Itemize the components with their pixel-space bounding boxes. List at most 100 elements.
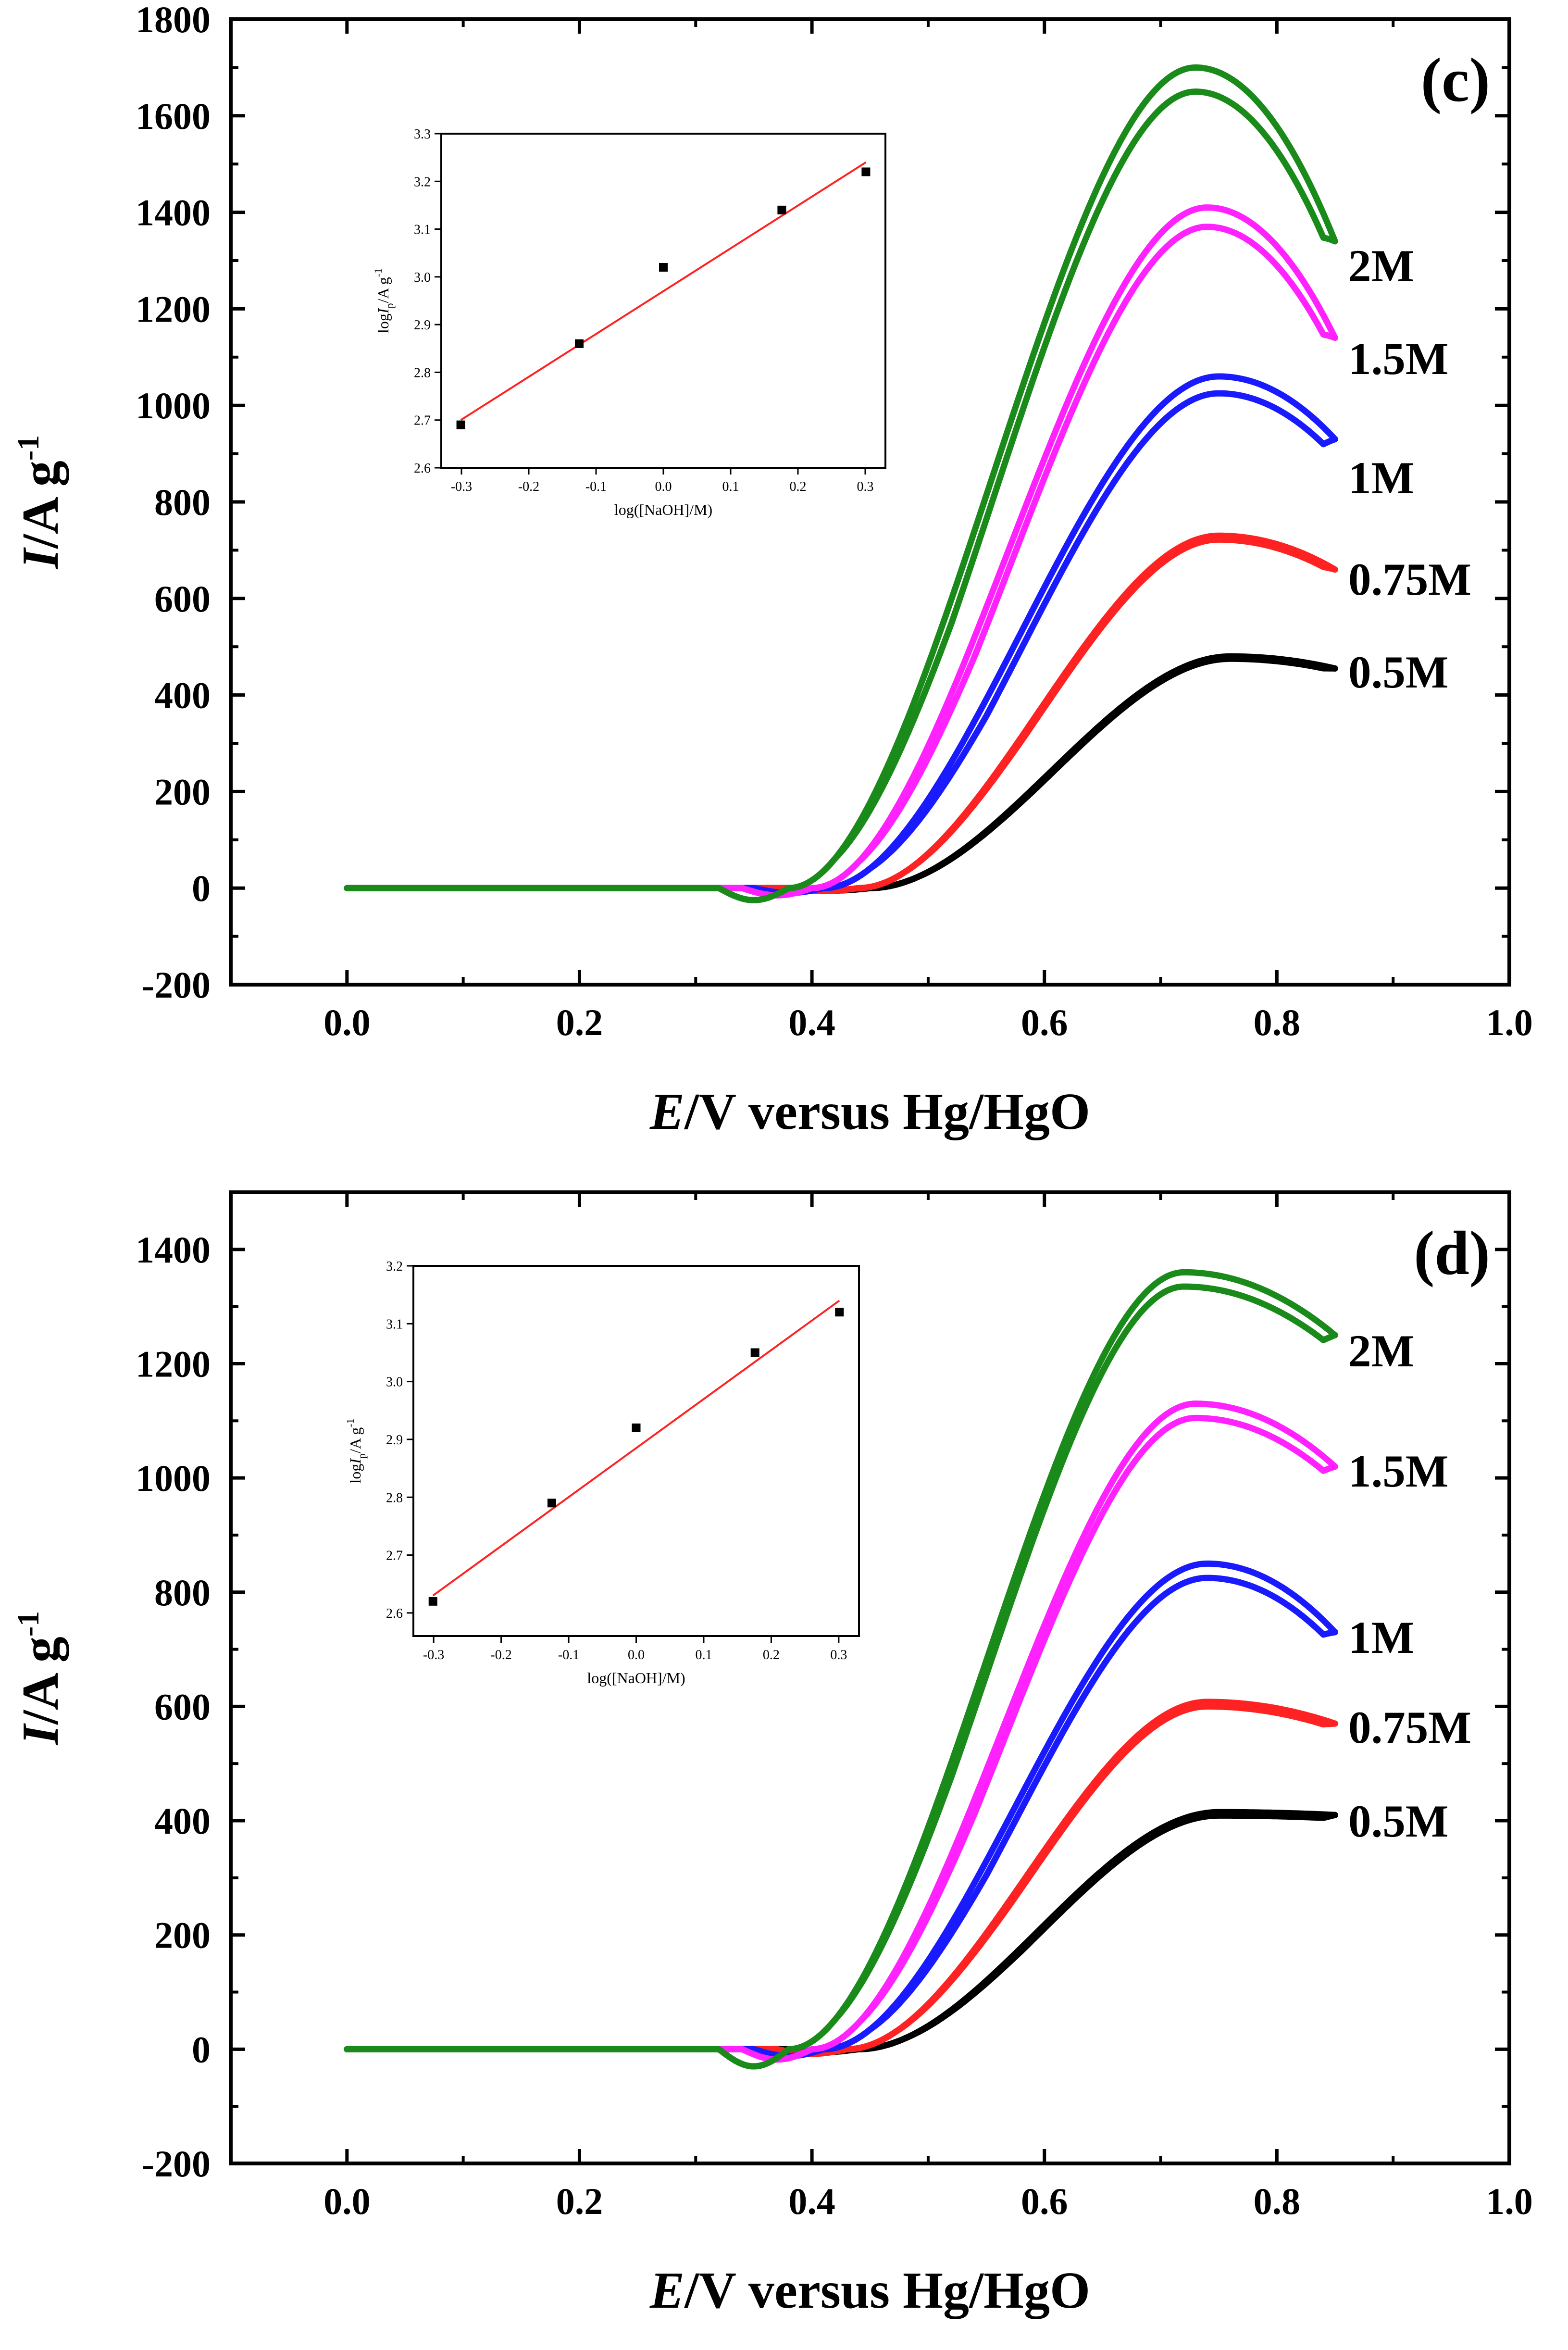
inset-y-tick-label: 2.6 — [414, 461, 431, 476]
x-axis-title-symbol: E — [649, 1083, 684, 1140]
inset-y-axis-title-subscript: p — [356, 1453, 368, 1459]
inset-frame — [440, 133, 886, 469]
inset-data-point — [456, 420, 465, 429]
inset-y-axis-title-symbol: I — [347, 1458, 364, 1464]
inset-frame — [412, 1265, 860, 1637]
inset-data-point — [750, 1348, 759, 1357]
y-axis-title-superscript: -1 — [11, 435, 45, 461]
y-axis-title-text: /A g — [12, 461, 69, 550]
inset-x-tick-label: -0.3 — [423, 1648, 444, 1662]
inset-y-tick-label: 2.6 — [386, 1606, 403, 1621]
x-tick-label: 0.8 — [1254, 2180, 1301, 2222]
inset-y-axis-title-symbol: I — [374, 308, 392, 314]
inset-y-tick-label: 3.1 — [386, 1317, 403, 1332]
inset-y-axis-title-subscript: p — [384, 303, 396, 309]
y-tick-label: -200 — [142, 2143, 211, 2185]
inset-y-axis-title-text: /A g — [347, 1427, 364, 1453]
inset-y-tick-label: 3.0 — [386, 1375, 403, 1390]
inset-y-tick-label: 2.8 — [414, 365, 431, 380]
inset-x-tick-label: -0.2 — [490, 1648, 511, 1662]
series-0.75M-reverse-scan — [692, 536, 1338, 894]
series-label: 1M — [1348, 1612, 1414, 1663]
series-label: 2M — [1348, 1325, 1414, 1376]
y-tick-label: 1200 — [136, 1343, 211, 1385]
inset-y-axis-title: logIp/A g-1 — [344, 1418, 368, 1483]
inset-data-point — [575, 339, 584, 348]
inset-x-tick-label: 0.3 — [857, 479, 874, 494]
inset-y-tick-label: 2.9 — [386, 1433, 403, 1448]
inset-data-point — [777, 205, 786, 214]
series-label: 0.75M — [1348, 554, 1471, 605]
inset-y-axis-title-superscript: -1 — [344, 1418, 356, 1427]
inset-data-point — [428, 1597, 437, 1606]
inset-x-tick-label: 0.2 — [790, 479, 807, 494]
y-tick-label: 1000 — [136, 385, 211, 426]
inset-y-tick-label: 2.8 — [386, 1490, 403, 1505]
y-tick-label: 800 — [154, 1572, 211, 1613]
y-tick-label: 400 — [154, 675, 211, 716]
inset-plot: -0.3 -0.2 -0.1 0.0 0.1 0.2 0.3 2.6 2.7 2.8 2.9 3.0 3… — [372, 127, 886, 518]
panel-label: (d) — [1414, 1219, 1490, 1288]
x-axis-title-text: /V versus Hg/HgO — [684, 1083, 1090, 1140]
y-tick-label: 400 — [154, 1800, 211, 1842]
y-axis-title: I/A g-1 — [11, 435, 69, 570]
y-tick-label: 1200 — [136, 288, 211, 330]
panel-1: 0.0 0.2 0.4 0.6 0.8 1.0 -200 0 200 400 600 800 1000 1… — [11, 1190, 1533, 2319]
y-tick-label: 1400 — [136, 192, 211, 234]
series-2M-reverse-scan — [692, 1283, 1338, 2070]
x-axis-title: E/V versus Hg/HgO — [649, 2262, 1090, 2319]
inset-y-tick-label: 2.9 — [414, 318, 431, 333]
inset-x-tick-label: 0.2 — [763, 1648, 780, 1662]
inset-x-tick-label: 0.1 — [722, 479, 739, 494]
inset-x-tick-label: -0.3 — [451, 479, 472, 494]
x-tick-label: 0.4 — [788, 1001, 835, 1043]
y-tick-label: 1000 — [136, 1457, 211, 1499]
inset-x-axis-title: log([NaOH]/M) — [587, 1669, 685, 1687]
x-axis-title-symbol: E — [649, 2262, 684, 2319]
x-tick-label: 0.8 — [1254, 1001, 1301, 1043]
series-label: 2M — [1348, 240, 1414, 291]
x-axis-title-text: /V versus Hg/HgO — [684, 2262, 1090, 2319]
inset-y-tick-label: 3.2 — [386, 1259, 403, 1274]
inset-y-tick-label: 3.1 — [414, 223, 431, 238]
inset-fit-line — [432, 1300, 840, 1597]
inset-y-tick-label: 3.2 — [414, 175, 431, 189]
y-axis-title: I/A g-1 — [11, 1611, 69, 1746]
inset-y-axis-title-superscript: -1 — [372, 268, 384, 277]
x-tick-label: 0.2 — [556, 2180, 603, 2222]
y-axis-title-text: /A g — [12, 1637, 69, 1725]
series-label: 1.5M — [1348, 333, 1448, 384]
inset-y-tick-label: 2.7 — [414, 413, 431, 428]
inset-fit-line — [460, 161, 867, 421]
series-2M-reverse-scan — [692, 88, 1338, 903]
inset-y-tick-label: 2.7 — [386, 1549, 403, 1563]
inset-x-tick-label: -0.1 — [585, 479, 607, 494]
series-label: 0.5M — [1348, 647, 1448, 698]
x-tick-label: 0.2 — [556, 1001, 603, 1043]
x-tick-label: 1.0 — [1486, 2180, 1533, 2222]
inset-data-point — [835, 1308, 844, 1317]
y-tick-label: 800 — [154, 481, 211, 523]
x-tick-label: 0.6 — [1021, 1001, 1068, 1043]
y-tick-label: -200 — [142, 964, 211, 1006]
series-0.5M-reverse-scan — [692, 655, 1338, 894]
y-tick-label: 1800 — [136, 0, 211, 40]
inset-data-point — [632, 1423, 641, 1432]
panel-0: 0.0 0.2 0.4 0.6 0.8 1.0 -200 0 200 400 600 800 1000 1… — [11, 0, 1533, 1140]
inset-y-tick-label: 3.0 — [414, 270, 431, 285]
y-tick-label: 0 — [192, 2028, 211, 2070]
plot-frame — [229, 1190, 1511, 2165]
y-tick-label: 1600 — [136, 95, 211, 137]
inset-x-tick-label: 0.0 — [655, 479, 672, 494]
series-label: 0.5M — [1348, 1796, 1448, 1847]
series-label: 0.75M — [1348, 1702, 1471, 1753]
series-0.75M-forward-scan — [344, 532, 1338, 894]
series-1.5M-reverse-scan — [692, 224, 1338, 899]
inset-y-axis-title: logIp/A g-1 — [372, 268, 396, 333]
inset-x-axis-title: log([NaOH]/M) — [614, 501, 712, 518]
inset-data-point — [659, 263, 668, 272]
inset-y-tick-label: 3.3 — [414, 127, 431, 142]
y-tick-label: 0 — [192, 867, 211, 909]
inset-y-axis-title-prefix: log — [374, 313, 392, 333]
